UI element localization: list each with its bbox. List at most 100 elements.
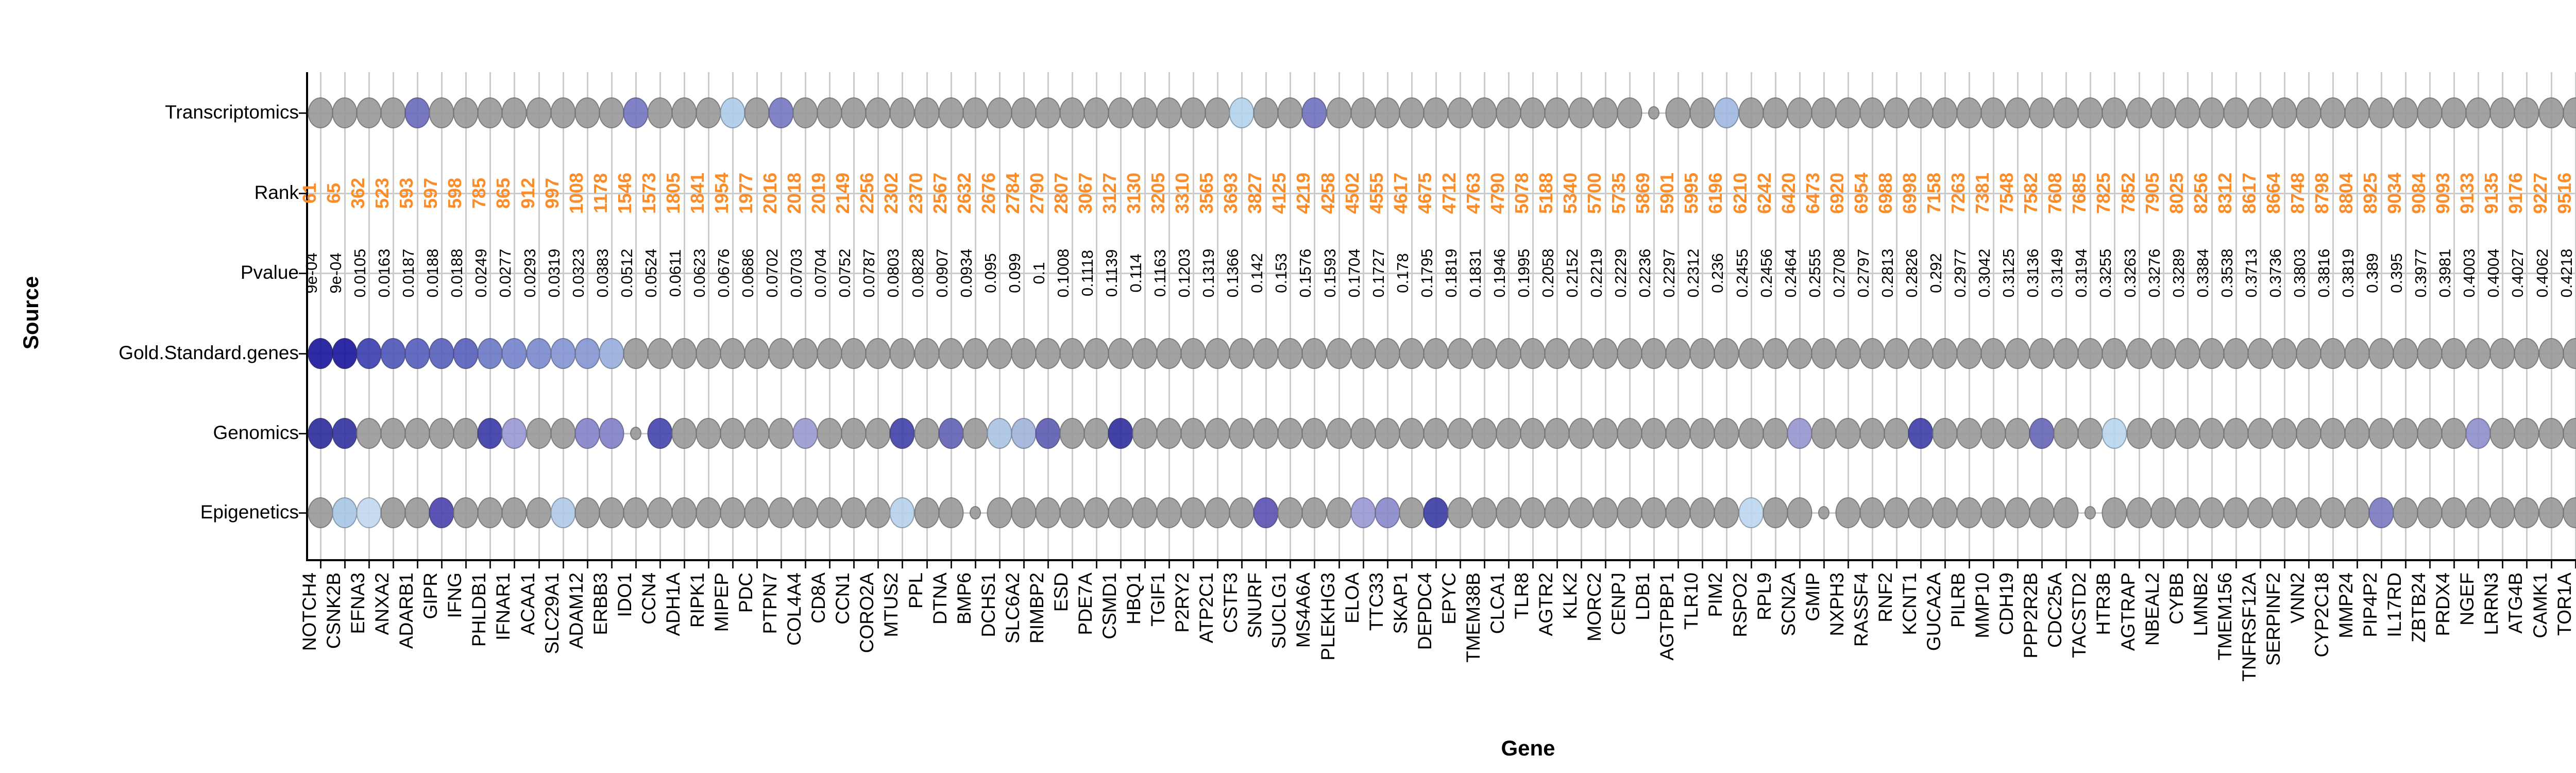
- data-dot-genomics: [550, 418, 576, 449]
- x-tick-mark: [1386, 561, 1388, 568]
- data-dot-gold-standard-genes: [1205, 338, 1230, 369]
- data-dot-genomics: [1641, 418, 1667, 449]
- data-dot-gold-standard-genes: [2296, 338, 2321, 369]
- gridline-vertical: [1338, 72, 1340, 559]
- x-tick-mark: [2381, 561, 2383, 568]
- x-tick-mark: [1168, 561, 1171, 568]
- data-dot-gold-standard-genes: [2563, 338, 2576, 369]
- data-dot-transcriptomics: [1568, 97, 1594, 128]
- data-dot-genomics: [2272, 418, 2297, 449]
- x-axis-label-gene: RPL9: [1753, 573, 1775, 620]
- gridline-vertical: [1314, 72, 1316, 559]
- pvalue-value: 0.0383: [593, 248, 612, 298]
- data-dot-epigenetics: [1592, 497, 1618, 528]
- x-tick-mark: [320, 561, 321, 568]
- x-tick-mark: [659, 561, 661, 568]
- data-dot-genomics: [630, 427, 641, 440]
- gridline-vertical: [2283, 72, 2285, 559]
- data-dot-gold-standard-genes: [1083, 338, 1109, 369]
- pvalue-value: 0.4004: [2484, 248, 2503, 298]
- data-dot-genomics: [2175, 418, 2200, 449]
- x-tick-mark: [2017, 561, 2019, 568]
- data-dot-transcriptomics: [550, 97, 576, 128]
- data-dot-gold-standard-genes: [1859, 338, 1885, 369]
- gridline-vertical: [2041, 72, 2043, 559]
- pvalue-value: 0.1203: [1175, 248, 1194, 298]
- x-tick-mark: [1532, 561, 1534, 568]
- x-tick-mark: [707, 561, 709, 568]
- rank-value: 2018: [784, 172, 805, 214]
- data-dot-epigenetics: [768, 497, 794, 528]
- rank-value: 785: [468, 177, 490, 209]
- data-dot-genomics: [768, 418, 794, 449]
- gridline-vertical: [2574, 72, 2576, 559]
- data-dot-transcriptomics: [792, 97, 818, 128]
- pvalue-value: 0.0187: [399, 248, 418, 298]
- data-dot-epigenetics: [1884, 497, 1909, 528]
- rank-value: 1805: [662, 172, 684, 214]
- pvalue-value: 0.4027: [2509, 248, 2527, 298]
- data-dot-genomics: [1787, 418, 1812, 449]
- data-dot-transcriptomics: [2368, 97, 2394, 128]
- x-axis-label-gene: CSMD1: [1098, 573, 1120, 640]
- x-axis-label-gene: RIPK1: [686, 573, 708, 628]
- x-axis-label-gene: TMEM38B: [1462, 573, 1484, 663]
- y-axis-title: Source: [19, 276, 43, 350]
- data-dot-transcriptomics: [1689, 97, 1715, 128]
- data-dot-transcriptomics: [720, 97, 745, 128]
- x-axis-label-gene: IL17RD: [2384, 573, 2405, 637]
- data-dot-genomics: [1253, 418, 1279, 449]
- gridline-vertical: [1969, 72, 1971, 559]
- data-dot-gold-standard-genes: [1326, 338, 1352, 369]
- y-tick-mark: [299, 273, 306, 274]
- pvalue-value: 0.0512: [617, 248, 636, 298]
- data-dot-gold-standard-genes: [623, 338, 649, 369]
- x-axis-label-gene: BMP6: [953, 573, 975, 625]
- pvalue-value: 0.2219: [1587, 248, 1606, 298]
- x-axis-label-gene: RSPO2: [1729, 573, 1751, 637]
- data-dot-epigenetics: [1932, 497, 1958, 528]
- x-axis-label-gene: MIPEP: [711, 573, 733, 632]
- x-tick-mark: [1095, 561, 1097, 568]
- data-dot-transcriptomics: [1762, 97, 1788, 128]
- data-dot-transcriptomics: [2272, 97, 2297, 128]
- gridline-vertical: [732, 72, 734, 559]
- data-dot-gold-standard-genes: [2272, 338, 2297, 369]
- data-dot-epigenetics: [647, 497, 673, 528]
- x-axis-label-gene: HTR3B: [2093, 573, 2114, 635]
- pvalue-value: 0.2236: [1636, 248, 1654, 298]
- x-tick-mark: [1969, 561, 1971, 568]
- pvalue-value: 0.0249: [472, 248, 490, 298]
- data-dot-genomics: [1277, 418, 1303, 449]
- data-dot-transcriptomics: [1956, 97, 1982, 128]
- pvalue-value: 0.2826: [1902, 248, 1921, 298]
- data-dot-epigenetics: [1277, 497, 1303, 528]
- gridline-vertical: [2429, 72, 2431, 559]
- gridline-vertical: [902, 72, 904, 559]
- rank-value: 9516: [2553, 172, 2575, 214]
- rank-value: 3310: [1172, 172, 1193, 214]
- data-dot-epigenetics: [2538, 497, 2564, 528]
- data-dot-gold-standard-genes: [2393, 338, 2418, 369]
- gridline-vertical: [586, 72, 588, 559]
- data-dot-genomics: [1447, 418, 1473, 449]
- rank-value: 4712: [1438, 172, 1460, 214]
- x-tick-mark: [829, 561, 831, 568]
- data-dot-gold-standard-genes: [1035, 338, 1061, 369]
- gridline-vertical: [489, 72, 492, 559]
- gridline-vertical: [1677, 72, 1680, 559]
- x-axis-label-gene: DCHS1: [977, 573, 999, 637]
- data-dot-gold-standard-genes: [332, 338, 358, 369]
- x-axis-label-gene: PRDX4: [2432, 573, 2454, 636]
- gridline-vertical: [659, 72, 661, 559]
- data-dot-gold-standard-genes: [1980, 338, 2006, 369]
- data-dot-gold-standard-genes: [1884, 338, 1909, 369]
- rank-value: 1841: [686, 172, 708, 214]
- data-dot-genomics: [2489, 418, 2515, 449]
- x-tick-mark: [635, 561, 637, 568]
- gridline-vertical: [1581, 72, 1583, 559]
- data-dot-transcriptomics: [938, 97, 964, 128]
- data-dot-gold-standard-genes: [429, 338, 454, 369]
- rank-value: 9133: [2456, 172, 2478, 214]
- x-axis-label-gene: MORC2: [1584, 573, 1605, 642]
